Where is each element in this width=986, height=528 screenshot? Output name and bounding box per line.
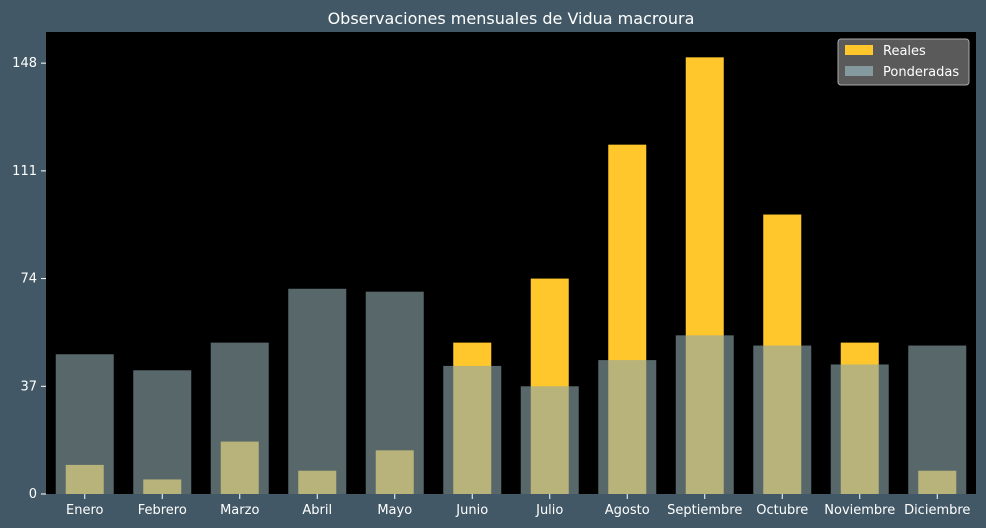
bar-ponderadas [443, 365, 502, 494]
x-tick-label: Marzo [220, 503, 259, 518]
bar-ponderadas [55, 354, 114, 494]
x-tick-label: Junio [455, 503, 488, 518]
bar-ponderadas [675, 335, 734, 494]
x-tick-label: Febrero [138, 503, 187, 518]
bar-ponderadas [365, 291, 424, 494]
x-tick-label: Enero [66, 503, 104, 518]
x-tick-label: Diciembre [904, 503, 970, 518]
bar-ponderadas [908, 345, 967, 494]
x-tick-label: Octubre [756, 503, 808, 518]
bar-ponderadas [133, 370, 192, 494]
x-tick-label: Noviembre [824, 503, 895, 518]
x-axis: Enero Febrero Marzo Abril Mayo Junio Julio Agos… [66, 494, 970, 518]
bar-ponderadas [520, 386, 579, 494]
y-axis: 0 37 74 111 148 [12, 56, 46, 502]
bar-ponderadas [288, 288, 347, 494]
x-tick-label: Agosto [605, 503, 650, 518]
x-tick-label: Julio [535, 503, 563, 518]
chart-title: Observaciones mensuales de Vidua macrour… [328, 9, 695, 28]
bar-ponderadas [830, 364, 889, 494]
y-tick-label: 37 [20, 379, 37, 394]
bar-ponderadas [210, 342, 269, 494]
legend-label-reales: Reales [883, 44, 926, 59]
x-tick-label: Abril [302, 503, 332, 518]
plot-area [46, 32, 976, 494]
legend-swatch-reales [845, 45, 873, 55]
legend-swatch-ponderadas [845, 66, 873, 76]
x-tick-label: Mayo [377, 503, 412, 518]
y-tick-label: 0 [29, 487, 37, 502]
y-tick-label: 74 [20, 272, 37, 287]
bar-ponderadas [753, 345, 812, 494]
y-tick-label: 111 [12, 164, 37, 179]
bars-layer [55, 57, 967, 495]
legend-label-ponderadas: Ponderadas [883, 65, 959, 80]
y-tick-label: 148 [12, 56, 37, 71]
bar-ponderadas [598, 360, 657, 494]
x-tick-label: Septiembre [667, 503, 742, 518]
legend[interactable]: Reales Ponderadas [837, 38, 970, 86]
